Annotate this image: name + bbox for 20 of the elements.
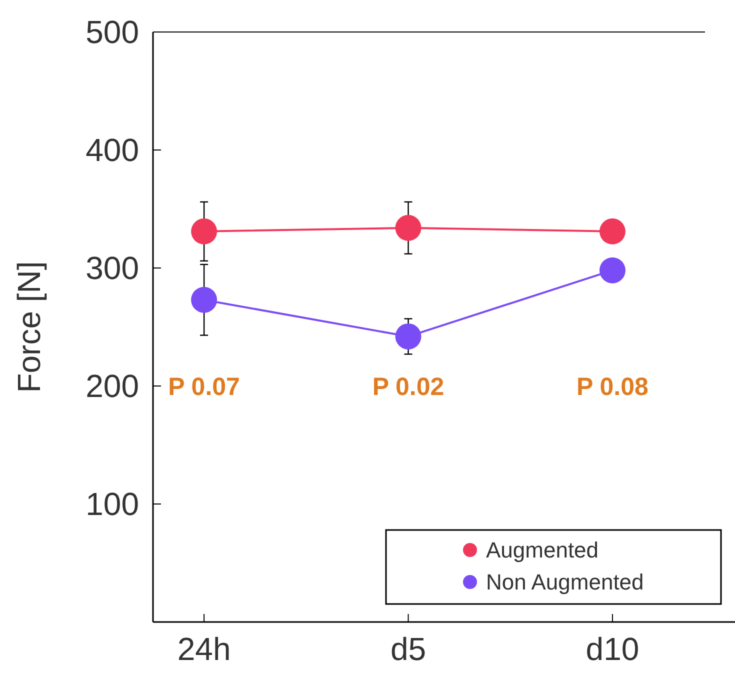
- y-tick-label: 400: [86, 132, 139, 168]
- point: [395, 214, 422, 241]
- point: [599, 257, 626, 284]
- legend-label: Non Augmented: [486, 570, 644, 595]
- annotation: P 0.07: [168, 373, 240, 401]
- annotation: P 0.08: [576, 373, 648, 401]
- annotation: P 0.02: [372, 373, 444, 401]
- x-tick-label: d10: [586, 631, 640, 667]
- x-tick-label: d5: [390, 631, 426, 667]
- legend-label: Augmented: [486, 538, 599, 563]
- point: [191, 286, 218, 313]
- point: [599, 218, 626, 244]
- y-tick-label: 200: [86, 368, 139, 404]
- y-tick-label: 300: [86, 250, 139, 286]
- point: [191, 218, 218, 244]
- point: [395, 323, 422, 350]
- x-tick-label: 24h: [177, 631, 231, 667]
- y-axis-title: Force [N]: [11, 261, 47, 393]
- y-tick-label: 100: [86, 486, 139, 522]
- y-tick-label: 500: [86, 14, 139, 50]
